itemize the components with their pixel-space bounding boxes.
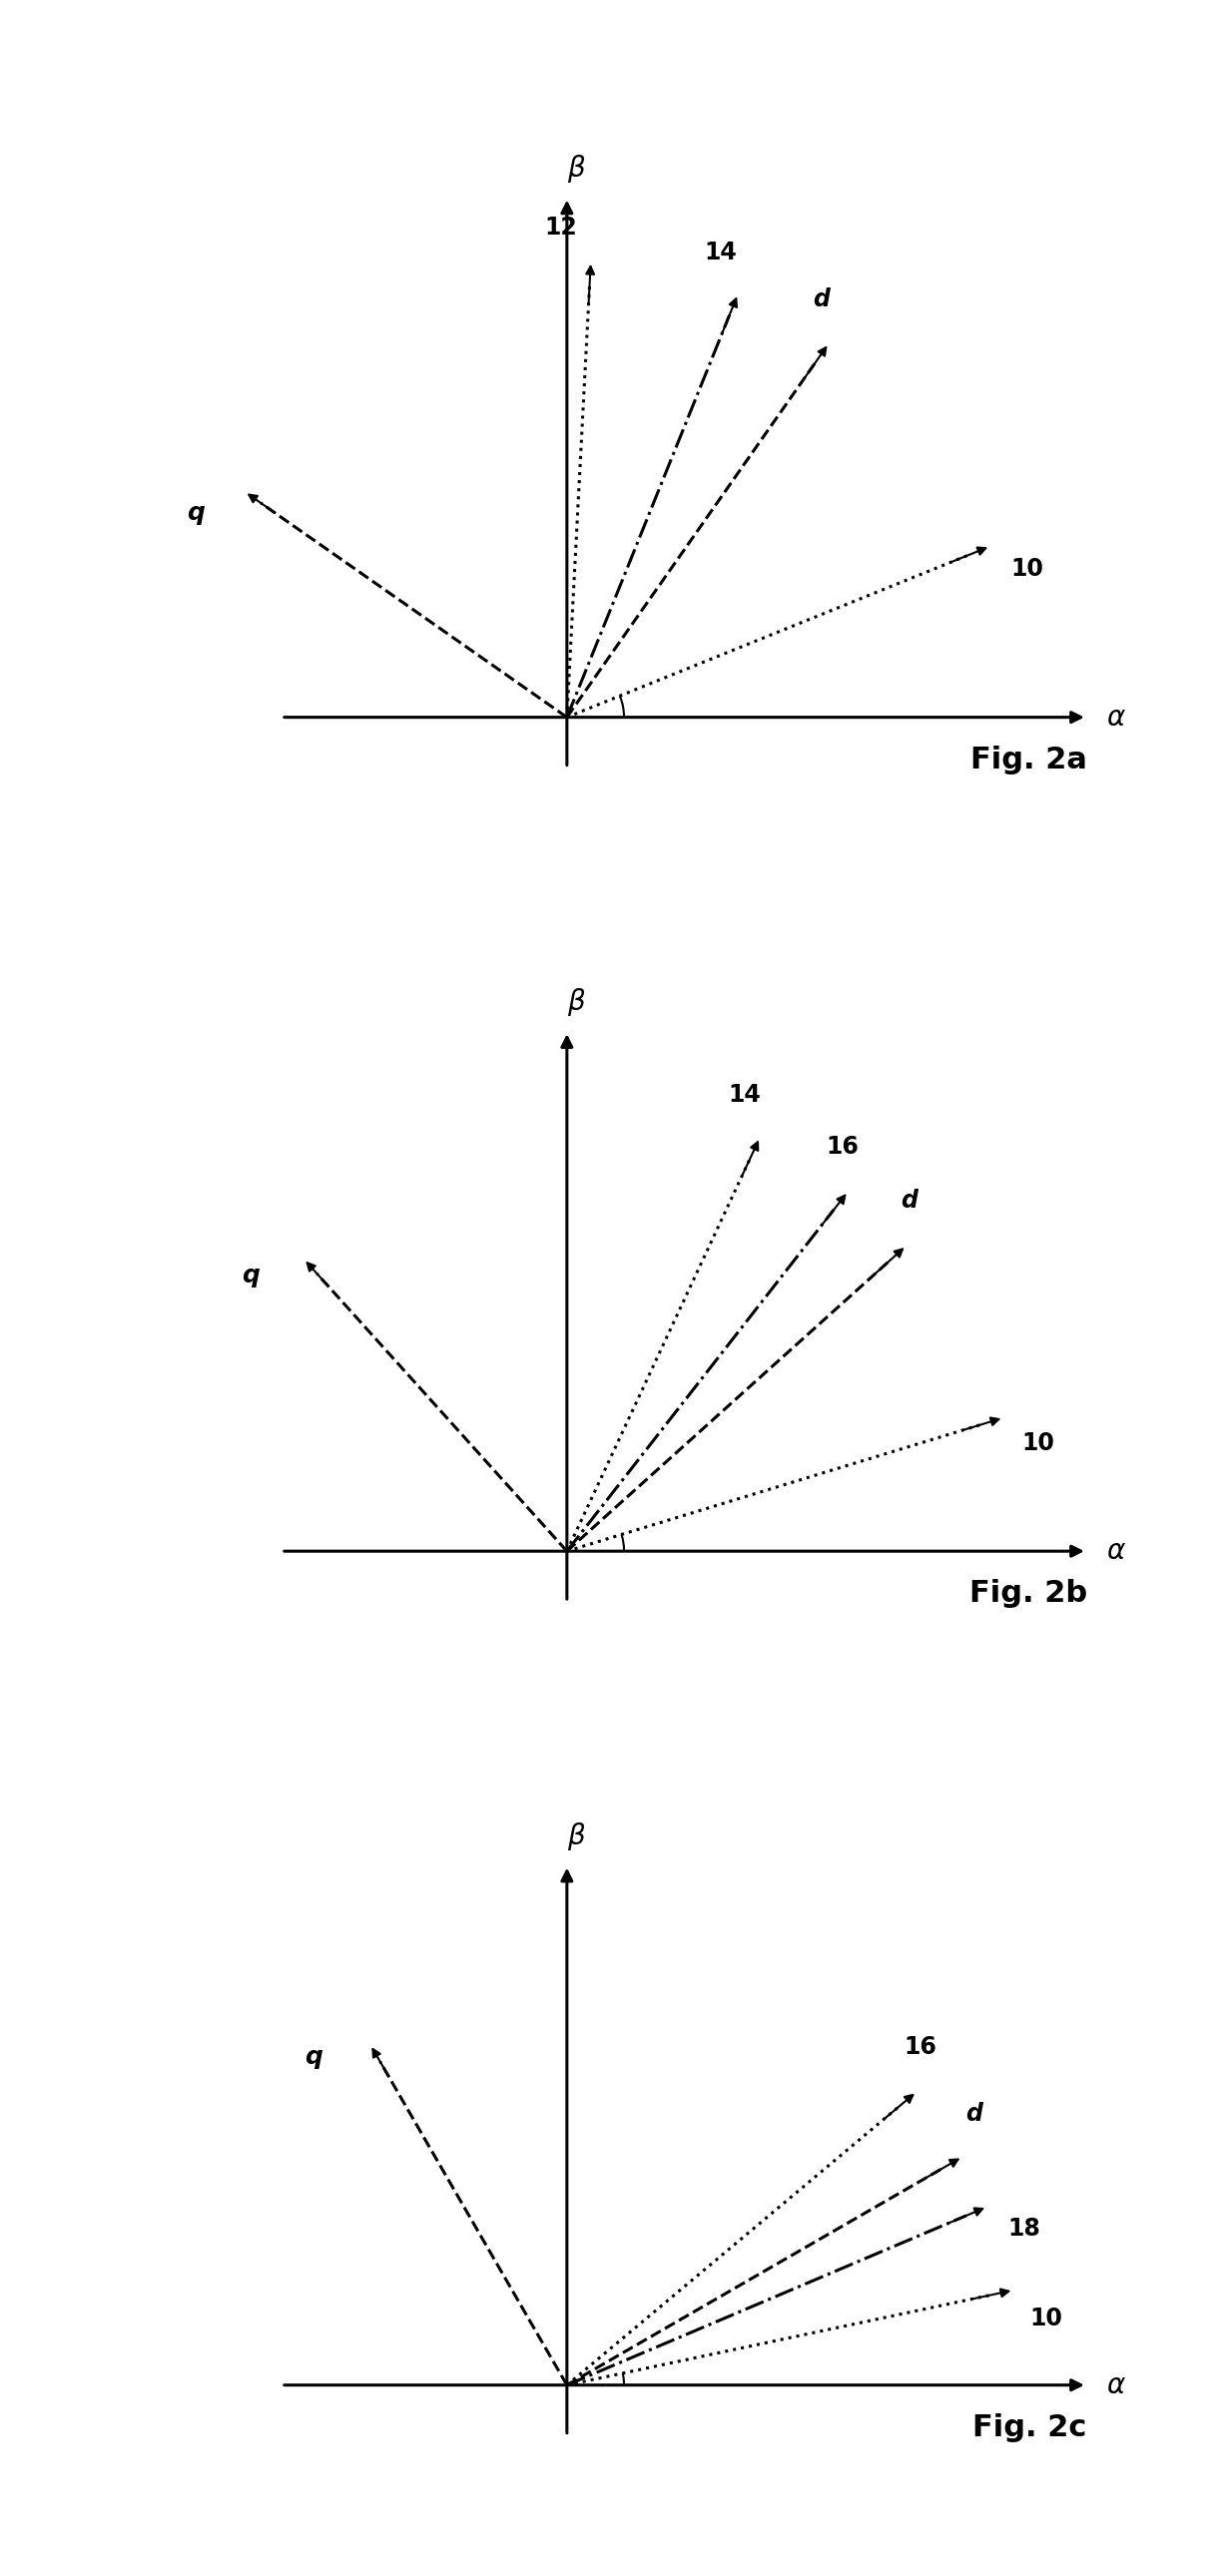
Text: d: d <box>901 1190 917 1213</box>
Text: q: q <box>187 500 205 526</box>
Text: d: d <box>812 286 830 312</box>
Text: $\beta$: $\beta$ <box>567 1821 586 1852</box>
Text: 18: 18 <box>1008 2218 1041 2241</box>
Text: $\alpha$: $\alpha$ <box>1106 1538 1126 1566</box>
Text: $\alpha$: $\alpha$ <box>1106 2370 1126 2398</box>
Text: 10: 10 <box>1030 2308 1062 2331</box>
Text: Fig. 2a: Fig. 2a <box>971 744 1088 775</box>
Text: $\beta$: $\beta$ <box>567 152 586 185</box>
Text: 12: 12 <box>544 216 578 240</box>
Text: 16: 16 <box>826 1136 859 1159</box>
Text: 10: 10 <box>1021 1432 1054 1455</box>
Text: 10: 10 <box>1010 556 1043 582</box>
Text: $\alpha$: $\alpha$ <box>1106 703 1126 732</box>
Text: Fig. 2b: Fig. 2b <box>970 1579 1088 1607</box>
Text: 14: 14 <box>704 240 737 265</box>
Text: Fig. 2c: Fig. 2c <box>973 2414 1088 2442</box>
Text: q: q <box>242 1265 259 1288</box>
Text: 14: 14 <box>729 1084 761 1108</box>
Text: $\beta$: $\beta$ <box>567 987 586 1018</box>
Text: q: q <box>305 2045 323 2069</box>
Text: d: d <box>966 2102 982 2125</box>
Text: 16: 16 <box>905 2035 938 2058</box>
